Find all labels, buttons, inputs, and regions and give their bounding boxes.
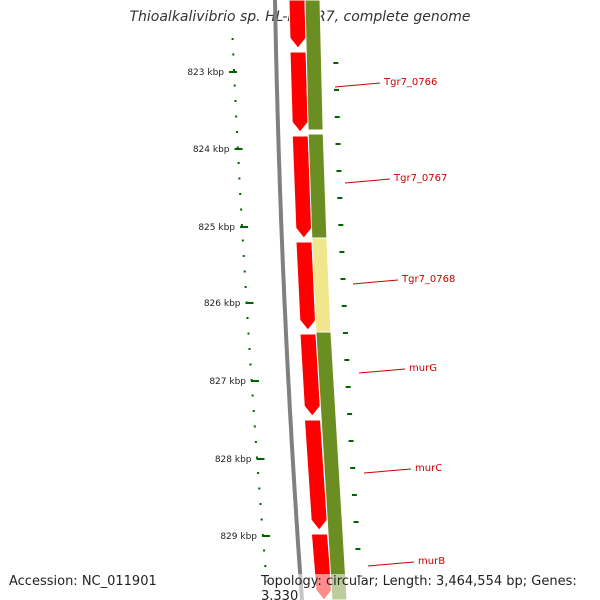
cog-tick bbox=[350, 467, 356, 469]
cds-arrow bbox=[289, 51, 309, 133]
gene-label: Tgr7_0768 bbox=[401, 274, 455, 285]
cog-tick bbox=[338, 224, 344, 226]
cog-segment bbox=[304, 0, 324, 131]
ruler-tick bbox=[260, 518, 263, 521]
cog-tick bbox=[336, 170, 342, 172]
cds-arrow bbox=[291, 135, 313, 239]
cog-tick bbox=[348, 440, 354, 442]
cds-arrow bbox=[295, 241, 317, 331]
ruler-major-tick bbox=[229, 71, 237, 73]
cds-arrow bbox=[299, 333, 321, 417]
gene-leader-line bbox=[363, 468, 412, 474]
cds-arrow bbox=[303, 419, 328, 531]
ruler-label: 827 kbp bbox=[209, 377, 246, 387]
ruler-tick bbox=[240, 208, 243, 211]
cog-tick bbox=[341, 305, 347, 307]
cog-tick bbox=[351, 494, 357, 496]
ruler-tick bbox=[239, 193, 242, 195]
ruler-tick bbox=[252, 410, 255, 412]
ruler-tick bbox=[249, 363, 252, 366]
gene-label: murB bbox=[418, 556, 445, 567]
ruler-tick bbox=[242, 255, 245, 257]
cog-tick bbox=[340, 278, 346, 280]
gene-label: Tgr7_0767 bbox=[393, 173, 447, 184]
ruler-tick bbox=[251, 394, 254, 397]
ruler-tick bbox=[238, 177, 241, 180]
ruler-tick bbox=[243, 270, 246, 273]
cog-tick bbox=[355, 548, 361, 550]
ruler-label: 826 kbp bbox=[204, 299, 241, 309]
cog-tick bbox=[353, 521, 359, 523]
ruler-label: 829 kbp bbox=[220, 532, 257, 542]
ruler-tick bbox=[232, 53, 235, 56]
cog-tick bbox=[347, 413, 353, 415]
gene-leader-line bbox=[367, 561, 415, 567]
ruler-tick bbox=[241, 239, 244, 242]
gene-leader-line bbox=[344, 178, 391, 184]
cog-tick bbox=[335, 143, 341, 145]
accession-label: Accession: NC_011901 bbox=[9, 574, 157, 589]
ruler-major-tick bbox=[245, 302, 254, 304]
ruler-tick bbox=[236, 131, 238, 133]
cog-tick bbox=[333, 62, 339, 64]
ruler-tick bbox=[236, 146, 239, 149]
gene-leader-line bbox=[352, 279, 399, 285]
ruler-tick bbox=[235, 115, 238, 118]
ruler-tick bbox=[248, 348, 251, 350]
ruler-tick bbox=[244, 286, 247, 288]
ruler-tick bbox=[234, 100, 237, 102]
ruler-label: 823 kbp bbox=[187, 68, 224, 78]
cog-tick bbox=[334, 89, 339, 91]
cog-tick bbox=[345, 386, 351, 388]
ruler-tick bbox=[256, 456, 258, 459]
ruler-tick bbox=[240, 224, 243, 226]
ruler-tick bbox=[237, 162, 240, 164]
ruler-tick bbox=[259, 503, 262, 505]
ruler-tick bbox=[258, 487, 261, 490]
cog-tick bbox=[334, 116, 340, 118]
gene-leader-line bbox=[358, 368, 406, 374]
ruler-major-tick bbox=[240, 226, 248, 228]
ruler-tick bbox=[233, 84, 236, 87]
ruler-major-tick bbox=[262, 535, 270, 537]
ruler-tick bbox=[254, 441, 257, 443]
ruler-label: 828 kbp bbox=[215, 455, 252, 465]
ruler-major-tick bbox=[256, 458, 265, 460]
gene-label: murG bbox=[409, 363, 437, 374]
topology-summary: Topology: circular; Length: 3,464,554 bp… bbox=[261, 574, 600, 600]
cog-tick bbox=[342, 332, 348, 334]
cog-segment bbox=[307, 133, 328, 239]
ruler-tick bbox=[257, 472, 260, 474]
ruler-tick bbox=[253, 425, 256, 428]
ruler-tick bbox=[233, 69, 235, 71]
ruler-tick bbox=[247, 332, 250, 335]
gene-label: murC bbox=[415, 463, 442, 474]
ruler-major-tick bbox=[234, 148, 243, 150]
cog-tick bbox=[339, 251, 345, 253]
ruler-tick bbox=[263, 549, 266, 552]
gene-leader-line bbox=[334, 82, 381, 88]
ruler-tick bbox=[231, 38, 234, 40]
ruler-label: 825 kbp bbox=[198, 223, 235, 233]
cds-arrow bbox=[288, 0, 307, 49]
cog-tick bbox=[344, 359, 350, 361]
cog-tick bbox=[337, 197, 343, 199]
ruler-tick bbox=[264, 565, 267, 567]
ruler-label: 824 kbp bbox=[193, 145, 230, 155]
gene-label: Tgr7_0766 bbox=[383, 77, 437, 88]
cog-segment bbox=[315, 331, 348, 600]
ruler-major-tick bbox=[251, 380, 259, 382]
ruler-tick bbox=[246, 317, 249, 319]
backbone-line bbox=[273, 0, 304, 600]
